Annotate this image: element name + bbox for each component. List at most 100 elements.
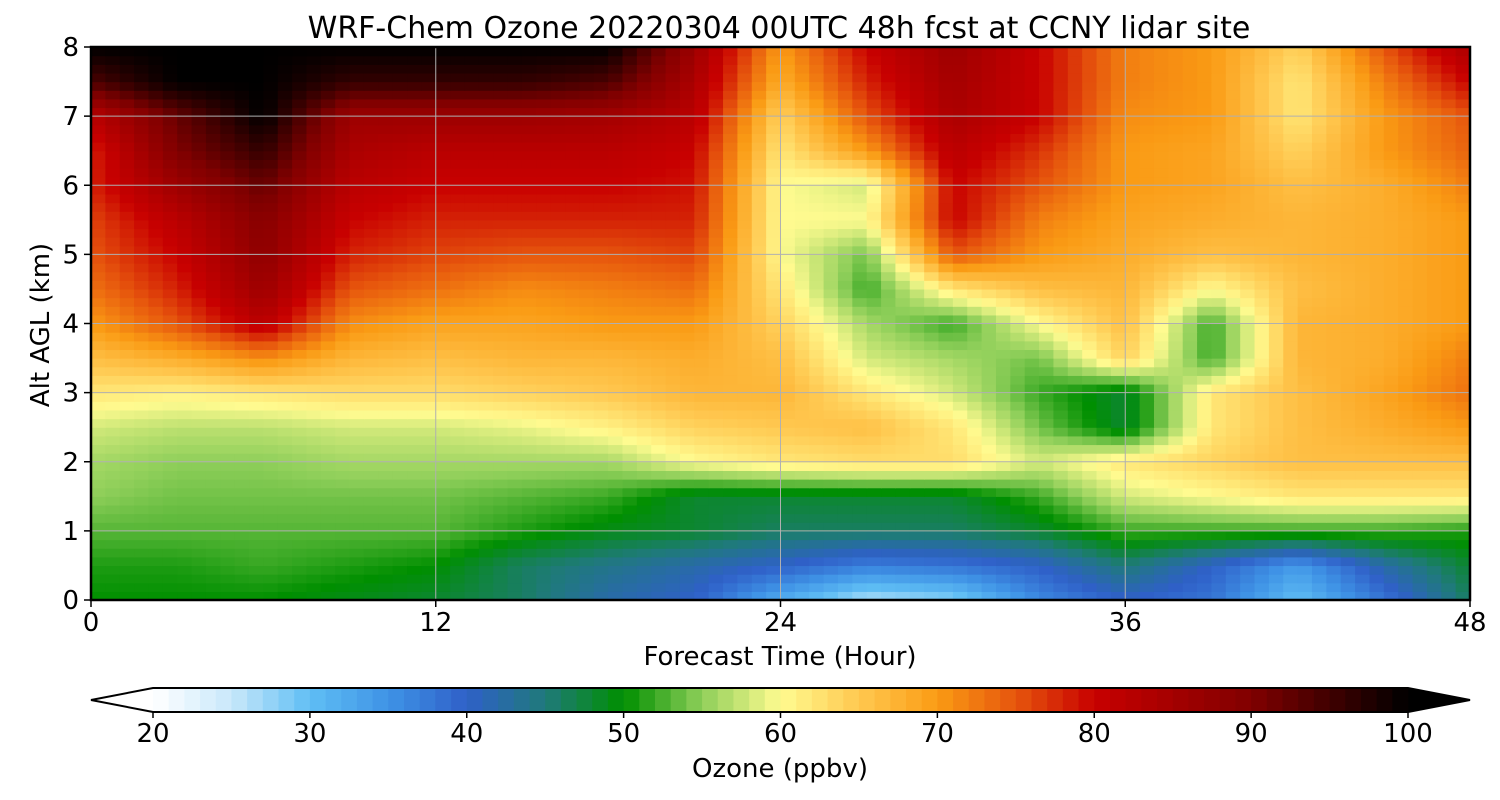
heatmap-cell: [636, 271, 652, 281]
heatmap-cell: [464, 522, 480, 532]
heatmap-cell: [91, 185, 106, 195]
heatmap-cell: [191, 340, 207, 351]
heatmap-cell: [679, 591, 695, 601]
heatmap-cell: [1024, 479, 1040, 489]
heatmap-cell: [507, 435, 523, 446]
heatmap-cell: [924, 504, 940, 515]
heatmap-cell: [924, 159, 940, 169]
heatmap-cell: [320, 565, 336, 575]
heatmap-cell: [852, 340, 868, 351]
heatmap-cell: [1369, 202, 1385, 212]
heatmap-cell: [1110, 176, 1126, 186]
heatmap-cell: [392, 280, 408, 290]
heatmap-cell: [1096, 556, 1112, 567]
heatmap-cell: [1168, 513, 1184, 523]
heatmap-cell: [277, 479, 293, 489]
heatmap-cell: [421, 548, 437, 558]
heatmap-cell: [234, 409, 250, 420]
heatmap-cell: [837, 470, 853, 480]
heatmap-cell: [679, 237, 695, 247]
heatmap-cell: [794, 487, 810, 497]
heatmap-cell: [866, 453, 882, 463]
heatmap-cell: [952, 271, 968, 281]
heatmap-cell: [478, 470, 494, 480]
heatmap-cell: [1139, 375, 1155, 385]
heatmap-cell: [794, 254, 810, 264]
heatmap-cell: [349, 392, 365, 402]
heatmap-cell: [1082, 263, 1098, 273]
heatmap-cell: [349, 504, 365, 515]
heatmap-cell: [450, 409, 466, 420]
heatmap-cell: [766, 470, 782, 480]
heatmap-cell: [478, 582, 494, 592]
heatmap-cell: [292, 366, 308, 376]
heatmap-cell: [1254, 332, 1270, 342]
heatmap-cell: [608, 219, 624, 230]
heatmap-cell: [1082, 383, 1098, 394]
heatmap-cell: [105, 150, 121, 160]
heatmap-cell: [1383, 288, 1399, 299]
heatmap-cell: [1182, 392, 1198, 402]
heatmap-cell: [550, 228, 566, 238]
heatmap-cell: [1110, 271, 1126, 281]
heatmap-cell: [464, 461, 480, 471]
heatmap-cell: [952, 453, 968, 463]
heatmap-cell: [1182, 349, 1198, 359]
heatmap-cell: [1412, 211, 1428, 221]
heatmap-cell: [866, 167, 882, 178]
heatmap-cell: [766, 530, 782, 541]
heatmap-cell: [1455, 479, 1471, 489]
heatmap-cell: [91, 401, 106, 411]
heatmap-cell: [91, 228, 106, 238]
heatmap-cell: [1096, 461, 1112, 471]
heatmap-cell: [91, 142, 106, 152]
heatmap-cell: [205, 323, 221, 333]
heatmap-cell: [1182, 271, 1198, 281]
heatmap-cell: [1240, 228, 1256, 238]
heatmap-cell: [1168, 366, 1184, 376]
heatmap-cell: [392, 245, 408, 255]
heatmap-cell: [378, 401, 394, 411]
heatmap-cell: [766, 461, 782, 471]
heatmap-cell: [636, 444, 652, 454]
heatmap-cell: [1254, 167, 1270, 178]
heatmap-cell: [277, 245, 293, 255]
heatmap-cell: [1369, 297, 1385, 307]
heatmap-cell: [1240, 444, 1256, 454]
heatmap-cell: [1398, 271, 1414, 281]
heatmap-cell: [981, 254, 997, 264]
heatmap-cell: [450, 453, 466, 463]
heatmap-cell: [1254, 383, 1270, 394]
heatmap-cell: [148, 418, 164, 428]
heatmap-cell: [636, 487, 652, 497]
heatmap-cell: [565, 159, 580, 169]
heatmap-cell: [450, 513, 466, 523]
heatmap-cell: [1398, 392, 1414, 402]
heatmap-cell: [737, 565, 753, 575]
heatmap-cell: [1225, 556, 1241, 567]
heatmap-cell: [794, 453, 810, 463]
heatmap-cell: [1254, 556, 1270, 567]
heatmap-cell: [636, 453, 652, 463]
heatmap-cell: [1283, 297, 1299, 307]
heatmap-cell: [234, 280, 250, 290]
heatmap-cell: [909, 383, 925, 394]
heatmap-cell: [1254, 574, 1270, 584]
heatmap-cell: [751, 306, 767, 316]
heatmap-cell: [1053, 565, 1069, 575]
heatmap-cell: [636, 496, 652, 506]
heatmap-cell: [852, 332, 868, 342]
heatmap-cell: [407, 245, 422, 255]
heatmap-cell: [1426, 211, 1442, 221]
heatmap-cell: [507, 193, 523, 204]
heatmap-cell: [1383, 314, 1399, 325]
heatmap-cell: [119, 522, 135, 532]
heatmap-cell: [1455, 340, 1471, 351]
heatmap-cell: [636, 185, 652, 195]
heatmap-cell: [938, 479, 954, 489]
heatmap-cell: [608, 159, 624, 169]
heatmap-cell: [1383, 193, 1399, 204]
heatmap-cell: [1067, 383, 1083, 394]
heatmap-cell: [938, 358, 954, 368]
heatmap-cell: [1326, 539, 1342, 549]
